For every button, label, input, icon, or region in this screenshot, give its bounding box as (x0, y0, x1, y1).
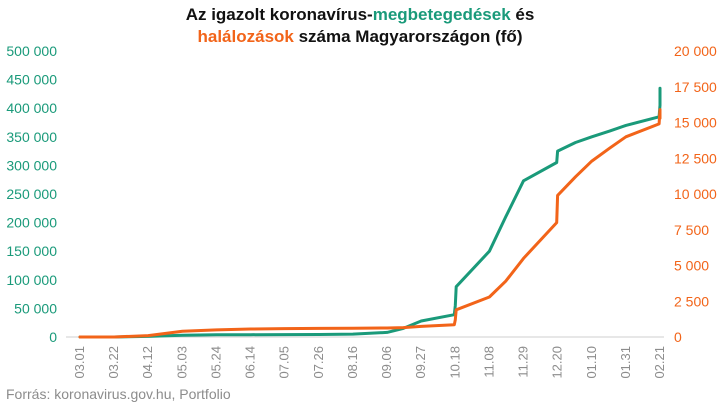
right-tick-label: 15 000 (674, 115, 717, 131)
x-tick-label: 05.24 (208, 346, 223, 379)
chart-title: Az igazolt koronavírus-megbetegedések és… (0, 4, 720, 48)
right-tick-label: 5 000 (674, 258, 709, 274)
x-tick-label: 06.14 (243, 346, 258, 379)
title-suffix: és (510, 5, 535, 24)
title-prefix: Az igazolt koronavírus- (185, 5, 373, 24)
title-cases-highlight: megbetegedések (372, 5, 511, 24)
left-tick-label: 400 000 (6, 100, 57, 116)
x-tick-label: 01.31 (618, 346, 633, 379)
x-tick-label: 08.16 (345, 346, 360, 379)
left-tick-label: 100 000 (6, 272, 57, 288)
left-tick-label: 50 000 (14, 300, 57, 316)
left-tick-label: 350 000 (6, 129, 57, 145)
x-tick-label: 11.29 (516, 346, 531, 378)
deaths-series-line (78, 108, 662, 339)
left-tick-label: 150 000 (6, 243, 57, 259)
cases-series-line (78, 86, 662, 339)
x-tick-label: 11.08 (481, 346, 496, 378)
x-tick-label: 12.20 (550, 346, 565, 379)
x-tick-label: 05.03 (174, 346, 189, 379)
x-tick-label: 02.21 (652, 346, 667, 379)
source-note: Forrás: koronavirus.gov.hu, Portfolio (6, 386, 231, 402)
left-tick-label: 450 000 (6, 72, 57, 88)
right-tick-label: 17 500 (674, 79, 717, 95)
x-tick-label: 04.12 (140, 346, 155, 379)
right-tick-label: 7 500 (674, 222, 709, 238)
x-tick-label: 09.27 (413, 346, 428, 379)
left-tick-label: 0 (49, 329, 57, 345)
left-tick-label: 500 000 (6, 43, 57, 59)
x-tick-label: 01.10 (584, 346, 599, 379)
x-tick-label: 03.01 (72, 346, 87, 379)
right-tick-label: 12 500 (674, 150, 717, 166)
left-tick-label: 200 000 (6, 215, 57, 231)
title-line2-suffix: száma Magyarországon (fő) (293, 27, 523, 46)
right-tick-label: 10 000 (674, 186, 717, 202)
left-tick-label: 300 000 (6, 157, 57, 173)
x-tick-label: 03.22 (106, 346, 121, 379)
title-line-2: halálozások száma Magyarországon (fő) (0, 26, 720, 48)
left-y-axis: 0 50 000 100 000 150 000 200 000 250 000 300 0… (6, 43, 57, 345)
series-lines (78, 86, 662, 339)
title-line-1: Az igazolt koronavírus-megbetegedések és (0, 4, 720, 26)
right-tick-label: 20 000 (674, 43, 717, 59)
title-deaths-highlight: halálozások (197, 27, 294, 46)
x-tick-label: 07.05 (277, 346, 292, 379)
right-tick-label: 0 (674, 329, 682, 345)
right-tick-label: 2 500 (674, 293, 709, 309)
left-tick-label: 250 000 (6, 186, 57, 202)
x-tick-label: 09.06 (379, 346, 394, 379)
x-axis: 03.01 03.22 04.12 05.03 05.24 06.14 07.05 07.26… (66, 336, 667, 379)
x-tick-label: 10.18 (447, 346, 462, 379)
x-tick-label: 07.26 (311, 346, 326, 379)
right-y-axis: 0 2 500 5 000 7 500 10 000 12 500 15 000 17 500… (674, 43, 717, 345)
